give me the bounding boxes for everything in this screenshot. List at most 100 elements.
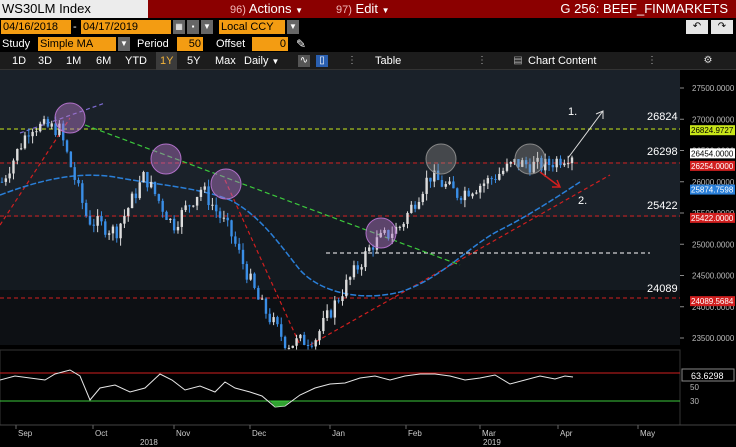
period-tab-6m[interactable]: 6M — [96, 55, 112, 67]
redo-icon[interactable]: ↷ — [711, 20, 733, 34]
candle-body — [341, 296, 344, 302]
candle-body — [314, 340, 317, 347]
level-annotation-26824: 26824 — [647, 111, 678, 123]
trendline-purple — [19, 102, 106, 134]
period-tab-1y[interactable]: 1Y — [156, 52, 178, 70]
arrow-head-icon — [595, 110, 604, 119]
year-label-2018: 2018 — [140, 438, 158, 447]
currency-field[interactable]: Local CCY — [219, 20, 285, 34]
pivot-highlight — [210, 168, 242, 200]
candle-body — [440, 180, 444, 187]
x-tick-label: Mar — [482, 429, 496, 438]
candle-body — [436, 170, 440, 181]
undo-icon[interactable]: ↶ — [686, 20, 708, 34]
candle-body — [169, 218, 172, 220]
x-tick-label: May — [640, 429, 655, 438]
chart-content-button[interactable]: Chart Content — [528, 55, 597, 67]
candle-body — [84, 202, 88, 216]
candle-body — [379, 232, 382, 238]
candle-body — [127, 208, 130, 216]
candle-body — [425, 177, 428, 194]
candle-body — [257, 287, 260, 300]
x-tick-label: Jan — [332, 429, 345, 438]
candle-body — [62, 123, 65, 141]
ticker-field[interactable]: WS30LM Index — [0, 0, 148, 18]
rsi-tick-label: 50 — [690, 383, 699, 392]
candle-body — [364, 251, 367, 268]
study-type-field[interactable]: Simple MA — [38, 37, 116, 51]
candle-body — [176, 226, 180, 231]
pivot-highlight — [150, 143, 182, 175]
period-tab-ytd[interactable]: YTD — [125, 55, 147, 67]
actions-menu[interactable]: 96) Actions ▼ — [230, 0, 303, 18]
candle-body — [111, 226, 115, 234]
candle-body — [23, 135, 27, 149]
candle-body — [536, 157, 539, 162]
candle-body — [299, 334, 302, 339]
start-date-field[interactable]: 04/16/2018 — [1, 20, 71, 34]
line-chart-icon[interactable]: ∿ — [298, 55, 310, 67]
candle-body — [39, 123, 42, 132]
chevron-down-icon[interactable]: ▼ — [287, 20, 299, 34]
candle-body — [448, 181, 451, 185]
price-tick-label: 24500.0000 — [692, 272, 735, 281]
candle-body — [54, 123, 57, 136]
candle-body — [276, 317, 279, 325]
candle-body — [88, 215, 92, 225]
calendar-icon[interactable]: ▦ — [173, 20, 185, 34]
candle-body — [337, 300, 340, 302]
more-options-icon[interactable]: ⋮ — [477, 55, 487, 66]
chart-content-icon[interactable]: ▤ — [513, 55, 523, 66]
candle-body — [498, 173, 501, 180]
date-separator: - — [73, 21, 77, 33]
candle-body — [352, 265, 356, 278]
x-tick-label: Dec — [252, 429, 266, 438]
end-date-field[interactable]: 04/17/2019 — [81, 20, 171, 34]
chevron-down-icon[interactable]: ▼ — [201, 20, 213, 34]
candle-body — [195, 196, 199, 206]
more-options-icon[interactable]: ⋮ — [647, 55, 657, 66]
pivot-highlight — [365, 217, 397, 249]
candle-body — [509, 162, 512, 164]
candle-body — [65, 140, 69, 152]
candle-body — [280, 324, 283, 337]
candle-body — [138, 182, 141, 199]
frequency-select[interactable]: Daily ▼ — [244, 52, 279, 71]
candle-body — [471, 193, 474, 197]
period-tab-5y[interactable]: 5Y — [187, 55, 201, 67]
more-options-icon[interactable]: ⋮ — [347, 55, 357, 66]
gear-icon[interactable]: ⚙ — [703, 55, 713, 66]
period-field[interactable]: 50 — [177, 37, 203, 51]
chevron-down-icon: ▼ — [295, 6, 303, 15]
band-top — [0, 70, 680, 130]
offset-field[interactable]: 0 — [252, 37, 288, 51]
period-tab-1d[interactable]: 1D — [12, 55, 27, 67]
candlestick-icon[interactable]: ▯ — [316, 55, 328, 67]
price-label-box — [690, 296, 735, 307]
period-tab-max[interactable]: Max — [215, 55, 236, 67]
candle-body — [482, 183, 486, 186]
table-button[interactable]: Table — [375, 55, 402, 67]
candle-body — [215, 204, 218, 212]
candle-body — [234, 236, 237, 244]
last-price-icon[interactable]: ▪ — [187, 20, 199, 34]
candle-body — [478, 185, 482, 193]
band-low — [0, 290, 680, 345]
candle-body — [123, 215, 126, 224]
candle-body — [230, 220, 233, 237]
study-label: Study — [2, 38, 31, 50]
chevron-down-icon[interactable]: ▼ — [118, 37, 130, 51]
candle-body — [107, 233, 111, 235]
edit-menu[interactable]: 97) Edit ▼ — [336, 0, 389, 18]
pencil-icon[interactable]: ✎ — [296, 37, 307, 51]
period-tab-3d[interactable]: 3D — [38, 55, 53, 67]
candle-body — [218, 211, 222, 218]
edit-label: Edit — [355, 1, 378, 16]
period-tab-1m[interactable]: 1M — [66, 55, 82, 67]
rsi-tick-label: 30 — [690, 397, 699, 406]
candle-body — [444, 184, 447, 187]
candle-body — [165, 211, 168, 220]
price-chart[interactable]: 1. 2. 26824 26298 25422 24089 27500.0000… — [0, 70, 736, 447]
price-label-text: 25874.7598 — [691, 186, 734, 195]
candle-body — [237, 243, 241, 250]
